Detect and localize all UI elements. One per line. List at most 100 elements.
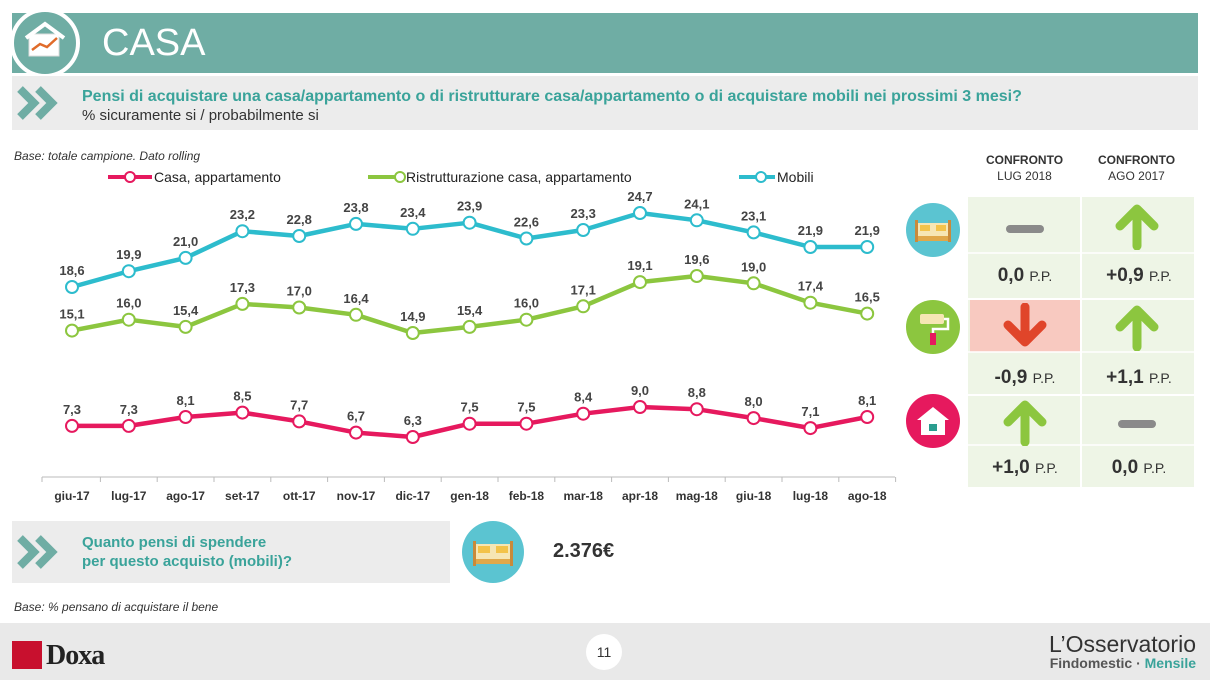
data-label: 8,5 — [233, 389, 251, 404]
data-label: 22,6 — [514, 215, 539, 230]
data-point — [633, 206, 647, 220]
x-tick-label: lug-18 — [793, 489, 829, 503]
data-label: 17,3 — [230, 280, 255, 295]
data-label: 19,1 — [627, 258, 652, 273]
data-label: 14,9 — [400, 309, 425, 324]
data-point — [292, 229, 307, 243]
question-subtitle: % sicuramente si / probabilmente si — [82, 107, 319, 124]
bed-icon — [462, 521, 524, 583]
data-label: 15,4 — [173, 303, 199, 318]
spend-question-bar — [12, 521, 450, 583]
data-point — [178, 319, 193, 334]
data-label: 24,7 — [627, 189, 652, 204]
legend-label-ristrutturazione: Ristrutturazione casa, appartamento — [406, 169, 632, 185]
house-icon — [906, 394, 960, 448]
data-label: 23,3 — [571, 206, 596, 221]
data-point — [689, 213, 704, 228]
data-label: 22,8 — [287, 212, 312, 227]
data-point — [860, 410, 875, 424]
osservatorio-title: L’Osservatorio — [1048, 631, 1196, 657]
double-chevron-icon — [17, 86, 58, 120]
data-point — [121, 312, 136, 327]
data-point — [746, 276, 761, 291]
data-label: 9,0 — [631, 383, 649, 398]
double-chevron-icon — [17, 535, 58, 569]
x-tick-label: gen-18 — [450, 489, 489, 503]
page-number: 11 — [586, 634, 622, 670]
data-point — [235, 296, 250, 311]
base-note: Base: totale campione. Dato rolling — [14, 149, 201, 163]
data-point — [405, 430, 420, 444]
comparison-header-lug2018-line1: CONFRONTO — [985, 153, 1064, 167]
paint-roller-icon — [906, 300, 960, 354]
line-chart: giu-17 lug-17 ago-17 set-17 ott-17 nov-17 dic-… — [41, 189, 897, 503]
data-label: 7,1 — [801, 404, 819, 419]
data-point — [633, 275, 647, 290]
spend-value: 2.376€ — [553, 540, 615, 562]
header-bar — [12, 13, 1198, 73]
x-tick-label: set-17 — [225, 489, 260, 503]
legend-marker-casa — [108, 171, 152, 183]
data-point — [405, 221, 420, 236]
data-label: 19,6 — [684, 252, 709, 267]
x-tick-label: mar-18 — [564, 489, 604, 503]
comparison-value: +1,0 P.P. — [992, 457, 1058, 478]
data-label: 16,5 — [855, 290, 880, 305]
data-label: 7,5 — [517, 400, 535, 415]
doxa-logo-icon — [12, 641, 42, 669]
base-note-2: Base: % pensano di acquistare il bene — [14, 600, 219, 614]
data-point — [576, 406, 591, 421]
x-tick-label: giu-17 — [54, 489, 90, 503]
data-point — [803, 295, 818, 310]
data-label: 8,0 — [745, 394, 763, 409]
x-tick-label: lug-17 — [111, 489, 147, 503]
data-point — [292, 414, 307, 429]
comparison-grid — [968, 197, 1194, 487]
data-point — [178, 410, 193, 424]
osservatorio-subtitle: Findomestic · Mensile — [1049, 655, 1196, 671]
data-label: 7,3 — [63, 402, 81, 417]
data-label: 16,4 — [343, 291, 369, 306]
data-label: 17,1 — [571, 282, 596, 297]
x-tick-label: mag-18 — [676, 489, 718, 503]
spend-question-line2: per questo acquisto (mobili)? — [82, 553, 293, 570]
data-label: 17,4 — [798, 279, 824, 294]
trend-flat-icon — [1006, 225, 1044, 233]
data-label: 8,1 — [858, 393, 876, 408]
data-point — [689, 402, 704, 417]
data-point — [576, 223, 591, 237]
data-label: 18,6 — [59, 263, 84, 278]
data-label: 21,9 — [855, 223, 880, 238]
data-label: 21,0 — [173, 234, 198, 249]
data-point — [178, 250, 193, 265]
data-point — [121, 264, 136, 279]
data-label: 19,9 — [116, 247, 141, 262]
data-point — [462, 215, 477, 230]
x-tick-label: apr-18 — [622, 489, 658, 503]
data-label: 7,5 — [461, 400, 479, 415]
data-label: 17,0 — [287, 284, 312, 299]
data-point — [405, 326, 420, 340]
data-label: 7,7 — [290, 397, 308, 412]
trend-flat-icon — [1118, 420, 1156, 428]
comparison-value: 0,0 P.P. — [1111, 457, 1167, 478]
legend-marker-mobili — [739, 171, 775, 183]
data-point — [65, 280, 79, 294]
data-point — [860, 306, 875, 321]
data-label: 23,4 — [400, 205, 426, 220]
data-label: 23,1 — [741, 208, 766, 223]
data-point — [519, 416, 534, 431]
data-point — [65, 418, 79, 433]
data-label: 23,8 — [343, 200, 368, 215]
trend-up-icon — [1003, 400, 1047, 446]
data-label: 16,0 — [116, 296, 141, 311]
comparison-header-lug2018: CONFRONTO LUG 2018 — [972, 152, 1077, 184]
data-label: 21,9 — [798, 223, 823, 238]
data-point — [462, 319, 477, 334]
data-point — [746, 411, 761, 426]
data-point — [235, 405, 250, 420]
legend-label-mobili: Mobili — [777, 169, 814, 185]
x-tick-label: ago-18 — [848, 489, 887, 503]
x-tick-label: feb-18 — [509, 489, 545, 503]
comparison-value: +1,1 P.P. — [1106, 367, 1172, 388]
